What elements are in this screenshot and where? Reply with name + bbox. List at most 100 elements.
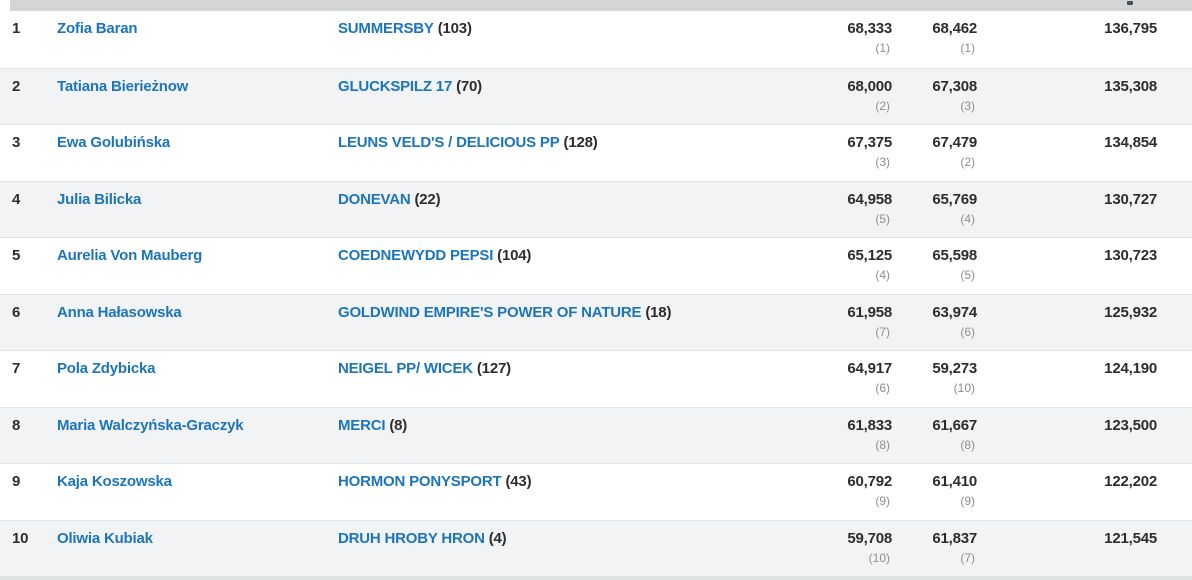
- score1-value: 59,708: [847, 529, 892, 547]
- score1-value: 68,333: [847, 20, 892, 37]
- rank-cell: 3: [12, 134, 21, 151]
- horse-cell: DRUH HROBY HRON (4): [338, 529, 507, 547]
- score1-value: 61,958: [847, 303, 892, 321]
- score2-rank: (4): [960, 211, 975, 226]
- horse-link[interactable]: NEIGEL PP/ WICEK: [338, 360, 473, 377]
- horse-link[interactable]: DRUH HROBY HRON: [338, 529, 485, 547]
- rank-cell: 6: [12, 303, 21, 321]
- total-value: 135,308: [1104, 77, 1157, 95]
- horse-link[interactable]: SUMMERSBY: [338, 20, 434, 37]
- score2-value: 65,598: [932, 247, 977, 264]
- rank-cell: 10: [12, 529, 29, 547]
- score1-value: 68,000: [847, 77, 892, 95]
- horse-link[interactable]: HORMON PONYSPORT: [338, 473, 502, 490]
- score1-value: 60,792: [847, 473, 892, 490]
- horse-cell: HORMON PONYSPORT (43): [338, 473, 532, 490]
- score2-rank: (5): [960, 268, 975, 282]
- rider-link[interactable]: Zofia Baran: [57, 20, 138, 37]
- horse-link[interactable]: COEDNEWYDD PEPSI: [338, 247, 494, 264]
- score1-value: 67,375: [847, 134, 892, 151]
- score2-rank: (9): [960, 494, 975, 508]
- horse-number: (8): [389, 416, 408, 434]
- score2-rank: (8): [960, 437, 975, 452]
- rank-cell: 7: [12, 360, 21, 377]
- table-row: 4 Julia Bilicka DONEVAN (22) 64,958 (5) 6…: [0, 180, 1192, 237]
- rider-link[interactable]: Pola Zdybicka: [57, 360, 156, 377]
- rank-cell: 9: [12, 473, 21, 490]
- horse-link[interactable]: GOLDWIND EMPIRE'S POWER OF NATURE: [338, 303, 642, 321]
- total-value: 121,545: [1104, 529, 1157, 547]
- horse-cell: SUMMERSBY (103): [338, 20, 472, 37]
- rank-cell: 5: [12, 247, 21, 264]
- table-row: 6 Anna Hałasowska GOLDWIND EMPIRE'S POWE…: [0, 293, 1192, 350]
- score1-rank: (10): [868, 550, 890, 565]
- score1-value: 61,833: [847, 416, 892, 434]
- horse-number: (22): [414, 190, 441, 208]
- total-value: 136,795: [1104, 20, 1157, 37]
- score1-rank: (1): [875, 41, 890, 55]
- table-row: 9 Kaja Koszowska HORMON PONYSPORT (43) 60…: [0, 463, 1192, 520]
- score2-rank: (6): [960, 324, 975, 339]
- table-row: 2 Tatiana Bierieżnow GLUCKSPILZ 17 (70) 6…: [0, 67, 1192, 124]
- table-row: 5 Aurelia Von Mauberg COEDNEWYDD PEPSI (1…: [0, 237, 1192, 294]
- score2-rank: (3): [960, 98, 975, 113]
- score2-value: 59,273: [932, 360, 977, 377]
- rider-link[interactable]: Maria Walczyńska-Graczyk: [57, 416, 244, 434]
- rider-link[interactable]: Anna Hałasowska: [57, 303, 182, 321]
- horse-number: (43): [505, 473, 532, 490]
- total-value: 130,723: [1104, 247, 1157, 264]
- rider-link[interactable]: Tatiana Bierieżnow: [57, 77, 189, 95]
- horse-link[interactable]: LEUNS VELD'S / DELICIOUS PP: [338, 134, 560, 151]
- score2-value: 61,837: [932, 529, 977, 547]
- horse-number: (127): [476, 360, 511, 377]
- score1-value: 64,917: [847, 360, 892, 377]
- horse-number: (104): [497, 247, 532, 264]
- rider-link[interactable]: Ewa Golubińska: [57, 134, 171, 151]
- score2-rank: (10): [953, 381, 975, 395]
- score1-rank: (7): [875, 324, 890, 339]
- horse-link[interactable]: MERCI: [338, 416, 386, 434]
- score1-value: 65,125: [847, 247, 892, 264]
- total-value: 130,727: [1104, 190, 1157, 208]
- horse-cell: LEUNS VELD'S / DELICIOUS PP (128): [338, 134, 598, 151]
- score1-rank: (3): [875, 155, 890, 169]
- total-value: 125,932: [1104, 303, 1157, 321]
- horse-cell: COEDNEWYDD PEPSI (104): [338, 247, 531, 264]
- score2-value: 67,308: [932, 77, 977, 95]
- rider-link[interactable]: Oliwia Kubiak: [57, 529, 153, 547]
- score1-rank: (6): [875, 381, 890, 395]
- table-footer-edge: [0, 576, 1192, 580]
- horse-cell: MERCI (8): [338, 417, 407, 434]
- table-row: 1 Zofia Baran SUMMERSBY (103) 68,333 (1) …: [0, 11, 1192, 68]
- score2-value: 61,410: [932, 473, 977, 490]
- horse-number: (128): [563, 134, 598, 151]
- total-value: 124,190: [1104, 360, 1157, 377]
- table-body: 1 Zofia Baran SUMMERSBY (103) 68,333 (1) …: [0, 11, 1192, 576]
- horse-cell: GLUCKSPILZ 17 (70): [338, 78, 482, 95]
- table-row: 8 Maria Walczyńska-Graczyk MERCI (8) 61,8…: [0, 406, 1192, 463]
- score1-rank: (4): [875, 268, 890, 282]
- horse-link[interactable]: DONEVAN: [338, 190, 411, 208]
- rank-cell: 8: [12, 416, 21, 434]
- table-row: 10 Oliwia Kubiak DRUH HROBY HRON (4) 59,7…: [0, 519, 1192, 576]
- score1-rank: (5): [875, 211, 890, 226]
- total-value: 123,500: [1104, 416, 1157, 434]
- score2-rank: (2): [960, 155, 975, 169]
- score1-value: 64,958: [847, 190, 892, 208]
- horse-link[interactable]: GLUCKSPILZ 17: [338, 77, 453, 95]
- rider-link[interactable]: Kaja Koszowska: [57, 473, 172, 490]
- score1-rank: (2): [875, 98, 890, 113]
- rider-link[interactable]: Aurelia Von Mauberg: [57, 247, 203, 264]
- total-value: 122,202: [1104, 473, 1157, 490]
- score1-rank: (9): [875, 494, 890, 508]
- rider-link[interactable]: Julia Bilicka: [57, 190, 142, 208]
- sort-indicator-icon[interactable]: [1127, 1, 1133, 5]
- score2-rank: (1): [960, 41, 975, 55]
- table-header-bar: [10, 0, 1192, 11]
- horse-cell: NEIGEL PP/ WICEK (127): [338, 360, 511, 377]
- score2-value: 65,769: [932, 190, 977, 208]
- horse-number: (18): [645, 303, 672, 321]
- table-row: 7 Pola Zdybicka NEIGEL PP/ WICEK (127) 64…: [0, 350, 1192, 407]
- horse-cell: GOLDWIND EMPIRE'S POWER OF NATURE (18): [338, 304, 671, 321]
